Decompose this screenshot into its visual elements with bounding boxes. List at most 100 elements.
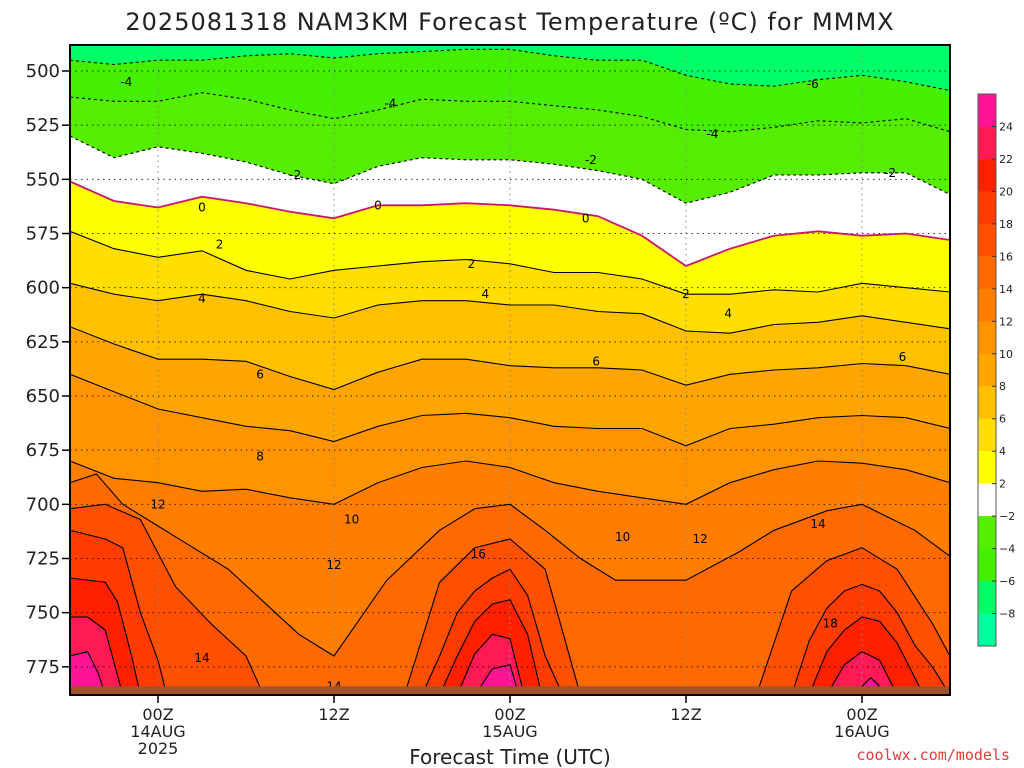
colorbar-swatch — [978, 353, 996, 387]
y-tick-label: 500 — [26, 61, 60, 82]
y-tick-label: 575 — [26, 224, 60, 245]
colorbar-label: 22 — [999, 153, 1013, 166]
colorbar-label: 12 — [999, 315, 1013, 328]
y-tick-label: 775 — [26, 657, 60, 678]
isotherm-20 — [70, 616, 898, 695]
colorbar-label: 16 — [999, 250, 1013, 263]
isotherm-14 — [70, 503, 950, 695]
isotherm-2 — [70, 230, 950, 295]
isotherm-18 — [70, 577, 925, 695]
contour-label: 12 — [692, 532, 707, 546]
colorbar-label: 14 — [999, 283, 1013, 296]
colorbar-swatch — [978, 418, 996, 452]
contour-label: 6 — [256, 367, 264, 381]
contour-label: 0 — [198, 201, 206, 215]
colorbar-swatch — [978, 256, 996, 290]
x-axis-label: Forecast Time (UTC) — [409, 745, 611, 768]
credit-text: coolwx.com/models — [856, 746, 1010, 764]
contour-label: 12 — [326, 558, 341, 572]
terrain-ground — [70, 686, 950, 695]
y-axis: 500 525 550 575 600 625 650 675 700 725 750 775 — [26, 61, 70, 678]
isotherm-4 — [70, 282, 950, 334]
isotherm-6 — [70, 326, 950, 391]
isotherm--6 — [70, 48, 950, 92]
x-tick-label: 00Z — [494, 705, 525, 724]
x-tick-label: 00Z — [846, 705, 877, 724]
x-tick-date: 16AUG — [834, 722, 889, 741]
contour-label: 2 — [682, 287, 690, 301]
contour-label: -2 — [884, 166, 896, 180]
colorbar-label: 6 — [999, 413, 1006, 426]
contour-label: 16 — [471, 547, 486, 561]
y-tick-label: 600 — [26, 278, 60, 299]
isotherm-8 — [70, 373, 950, 447]
isotherm-12 — [70, 473, 950, 657]
colorbar-label: 8 — [999, 380, 1006, 393]
colorbar-frame — [977, 93, 997, 647]
contour-label: -4 — [384, 97, 396, 111]
y-tick-label: 750 — [26, 603, 60, 624]
isotherm-16 — [70, 529, 950, 695]
contour-label: 6 — [592, 354, 600, 368]
colorbar-label: 24 — [999, 120, 1013, 133]
colorbar-swatch — [978, 451, 996, 485]
colorbar-swatch — [978, 223, 996, 257]
colorbar-legend: 24 22 20 18 16 14 12 10 8 6 4 2 −2 −4 −6 −8 — [977, 93, 1015, 647]
x-tick-label: 12Z — [670, 705, 701, 724]
y-tick-label: 675 — [26, 440, 60, 461]
colorbar-swatch — [978, 613, 996, 647]
colorbar-swatch — [978, 94, 996, 127]
contour-label: 10 — [615, 530, 630, 544]
x-tick-label: 12Z — [318, 705, 349, 724]
y-tick-label: 650 — [26, 386, 60, 407]
colorbar-swatch — [978, 483, 996, 517]
isotherm-10 — [70, 460, 950, 505]
band-18 — [70, 578, 950, 695]
colorbar-label: 2 — [999, 478, 1006, 491]
x-tick-year: 2025 — [138, 739, 179, 758]
y-tick-label: 725 — [26, 549, 60, 570]
colorbar-label: 18 — [999, 218, 1013, 231]
colorbar-label: −4 — [999, 543, 1015, 556]
x-tick-date: 15AUG — [482, 722, 537, 741]
chart-title: 2025081318 NAM3KM Forecast Temperature (… — [125, 8, 894, 36]
contour-label: 10 — [344, 513, 359, 527]
y-tick-label: 700 — [26, 494, 60, 515]
contour-label: 2 — [467, 257, 475, 271]
contour-label: 0 — [582, 211, 590, 225]
contour-label: 4 — [482, 287, 490, 301]
contour-label: 8 — [256, 450, 264, 464]
colorbar-swatch — [978, 581, 996, 615]
colorbar-label: 20 — [999, 185, 1013, 198]
colorbar-swatch — [978, 126, 996, 160]
colorbar-swatch — [978, 516, 996, 550]
contour-label: -2 — [289, 168, 301, 182]
isotherm--4 — [70, 92, 950, 133]
gridlines — [70, 45, 950, 695]
contour-label: 14 — [810, 517, 825, 531]
colorbar-label: 10 — [999, 348, 1013, 361]
colorbar-label: −2 — [999, 510, 1015, 523]
colorbar-label: −6 — [999, 575, 1015, 588]
contour-label: 18 — [823, 617, 838, 631]
y-tick-label: 525 — [26, 115, 60, 136]
contour-label: 4 — [724, 307, 732, 321]
contour-label: 14 — [194, 651, 209, 665]
plot-area: -4 -4 -6 -4 -2 -2 -2 0 0 0 2 2 2 4 4 4 6 6 6 8 10 10 12 12 12 14 1… — [70, 45, 950, 695]
contour-label: 4 — [198, 292, 206, 306]
contour-label: 0 — [374, 198, 382, 212]
contour-label: 2 — [216, 237, 224, 251]
colorbar-swatch — [978, 191, 996, 225]
colorbar-swatch — [978, 386, 996, 420]
colorbar-label: −8 — [999, 608, 1015, 621]
colorbar-swatch — [978, 548, 996, 582]
contour-label: 12 — [150, 497, 165, 511]
contour-label: -2 — [585, 153, 597, 167]
contour-label: -4 — [120, 75, 132, 89]
isotherm-0 — [70, 180, 950, 268]
temperature-fills — [70, 45, 950, 695]
y-tick-label: 550 — [26, 169, 60, 190]
contour-label: -4 — [706, 127, 718, 141]
